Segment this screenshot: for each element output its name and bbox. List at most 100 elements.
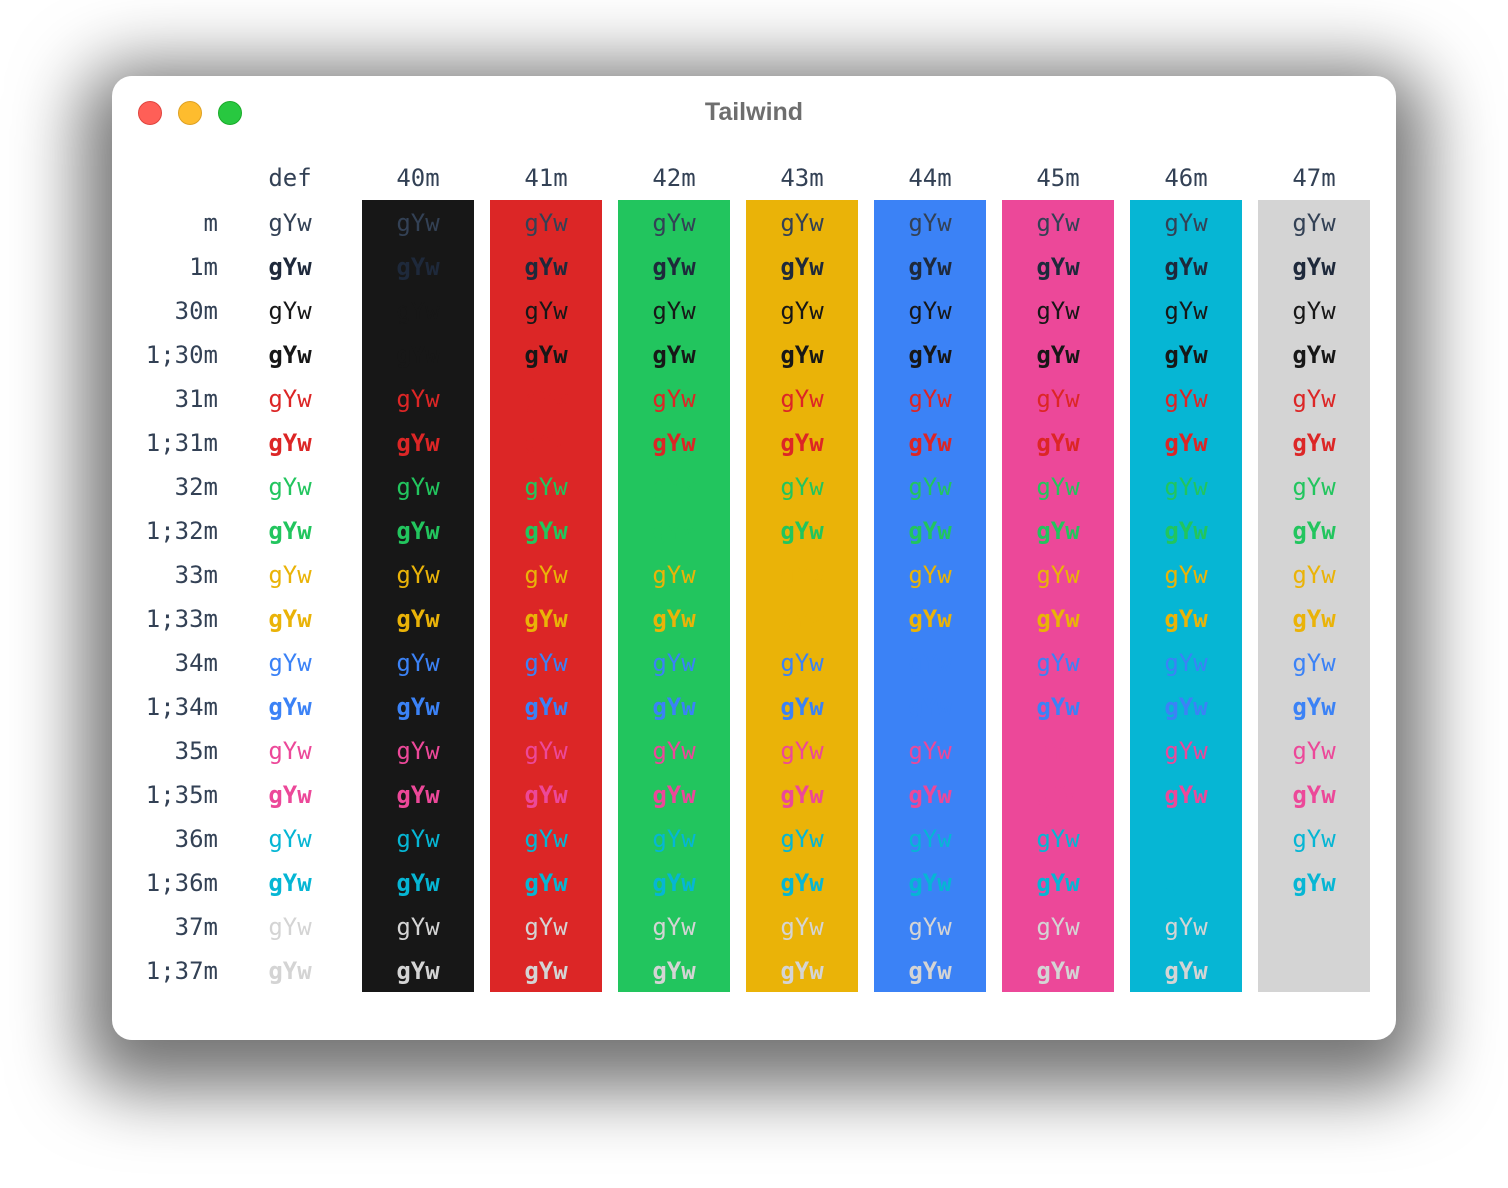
sample-cell: gYw <box>524 297 568 325</box>
sample-cell: gYw <box>908 781 952 809</box>
sample-cell: gYw <box>524 693 568 721</box>
sample-cell: gYw <box>1164 473 1208 501</box>
sample-cell: gYw <box>1292 913 1336 941</box>
sample-cell: gYw <box>396 693 440 721</box>
row-label: m <box>203 209 218 237</box>
background-swatch-43 <box>746 200 858 992</box>
sample-cell: gYw <box>1164 209 1208 237</box>
column-header: 46m <box>1164 164 1208 192</box>
sample-cell: gYw <box>1164 385 1208 413</box>
sample-cell: gYw <box>1036 209 1080 237</box>
sample-cell: gYw <box>780 341 824 369</box>
sample-cell: gYw <box>780 605 824 633</box>
sample-cell: gYw <box>1036 253 1080 281</box>
sample-cell: gYw <box>1036 693 1080 721</box>
sample-cell: gYw <box>908 737 952 765</box>
sample-cell: gYw <box>652 957 696 985</box>
sample-cell: gYw <box>396 737 440 765</box>
sample-cell: gYw <box>652 869 696 897</box>
background-swatch-47 <box>1258 200 1370 992</box>
sample-cell: gYw <box>268 253 312 281</box>
sample-cell: gYw <box>1036 429 1080 457</box>
sample-cell: gYw <box>268 209 312 237</box>
row-label: 37m <box>174 913 218 941</box>
column-header: 43m <box>780 164 824 192</box>
sample-cell: gYw <box>268 913 312 941</box>
sample-cell: gYw <box>268 825 312 853</box>
sample-cell: gYw <box>1036 957 1080 985</box>
background-swatch-45 <box>1002 200 1114 992</box>
sample-cell: gYw <box>1164 649 1208 677</box>
sample-cell: gYw <box>268 737 312 765</box>
sample-cell: gYw <box>1164 913 1208 941</box>
sample-cell: gYw <box>1292 517 1336 545</box>
sample-cell: gYw <box>396 913 440 941</box>
row-label: 31m <box>174 385 218 413</box>
close-button[interactable] <box>138 101 162 125</box>
minimize-button[interactable] <box>178 101 202 125</box>
sample-cell: gYw <box>396 473 440 501</box>
sample-cell: gYw <box>1036 737 1080 765</box>
sample-cell: gYw <box>780 561 824 589</box>
sample-cell: gYw <box>524 341 568 369</box>
sample-cell: gYw <box>1164 517 1208 545</box>
sample-cell: gYw <box>780 737 824 765</box>
sample-cell: gYw <box>268 781 312 809</box>
sample-cell: gYw <box>268 341 312 369</box>
background-swatch-44 <box>874 200 986 992</box>
sample-cell: gYw <box>396 869 440 897</box>
sample-cell: gYw <box>396 561 440 589</box>
row-label: 32m <box>174 473 218 501</box>
sample-cell: gYw <box>396 517 440 545</box>
sample-cell: gYw <box>780 869 824 897</box>
sample-cell: gYw <box>908 957 952 985</box>
sample-cell: gYw <box>1292 385 1336 413</box>
sample-cell: gYw <box>396 649 440 677</box>
sample-cell: gYw <box>524 429 568 457</box>
sample-cell: gYw <box>1292 825 1336 853</box>
row-label: 1;31m <box>145 429 218 457</box>
sample-cell: gYw <box>1164 341 1208 369</box>
sample-cell: gYw <box>1292 693 1336 721</box>
sample-cell: gYw <box>1036 825 1080 853</box>
sample-cell: gYw <box>524 253 568 281</box>
sample-cell: gYw <box>1036 781 1080 809</box>
row-label: 36m <box>174 825 218 853</box>
terminal-window: Tailwind def 40m 41m 42m 43m 44m 45m 46m 47m m gYw… <box>112 76 1396 1040</box>
title-bar[interactable]: Tailwind <box>112 76 1396 152</box>
sample-cell: gYw <box>524 913 568 941</box>
row-label: 1;36m <box>145 869 218 897</box>
sample-cell: gYw <box>524 561 568 589</box>
sample-cell: gYw <box>908 253 952 281</box>
row-label: 1;33m <box>145 605 218 633</box>
sample-cell: gYw <box>652 473 696 501</box>
sample-cell: gYw <box>1164 825 1208 853</box>
sample-cell: gYw <box>652 561 696 589</box>
sample-cell: gYw <box>780 385 824 413</box>
sample-cell: gYw <box>1036 561 1080 589</box>
sample-cell: gYw <box>1292 957 1336 985</box>
sample-cell: gYw <box>780 649 824 677</box>
sample-cell: gYw <box>1292 649 1336 677</box>
sample-cell: gYw <box>780 209 824 237</box>
sample-cell: gYw <box>780 693 824 721</box>
maximize-button[interactable] <box>218 101 242 125</box>
sample-cell: gYw <box>1292 473 1336 501</box>
sample-cell: gYw <box>1292 253 1336 281</box>
background-swatch-41 <box>490 200 602 992</box>
sample-cell: gYw <box>1292 561 1336 589</box>
sample-cell: gYw <box>524 209 568 237</box>
sample-cell: gYw <box>908 297 952 325</box>
sample-cell: gYw <box>268 297 312 325</box>
row-label: 1m <box>189 253 218 281</box>
sample-cell: gYw <box>908 561 952 589</box>
window-title: Tailwind <box>704 98 804 126</box>
sample-cell: gYw <box>524 781 568 809</box>
sample-cell: gYw <box>1036 473 1080 501</box>
sample-cell: gYw <box>1292 209 1336 237</box>
sample-cell: gYw <box>396 385 440 413</box>
row-label: 1;34m <box>145 693 218 721</box>
sample-cell: gYw <box>524 825 568 853</box>
sample-cell: gYw <box>1036 297 1080 325</box>
sample-cell: gYw <box>652 825 696 853</box>
